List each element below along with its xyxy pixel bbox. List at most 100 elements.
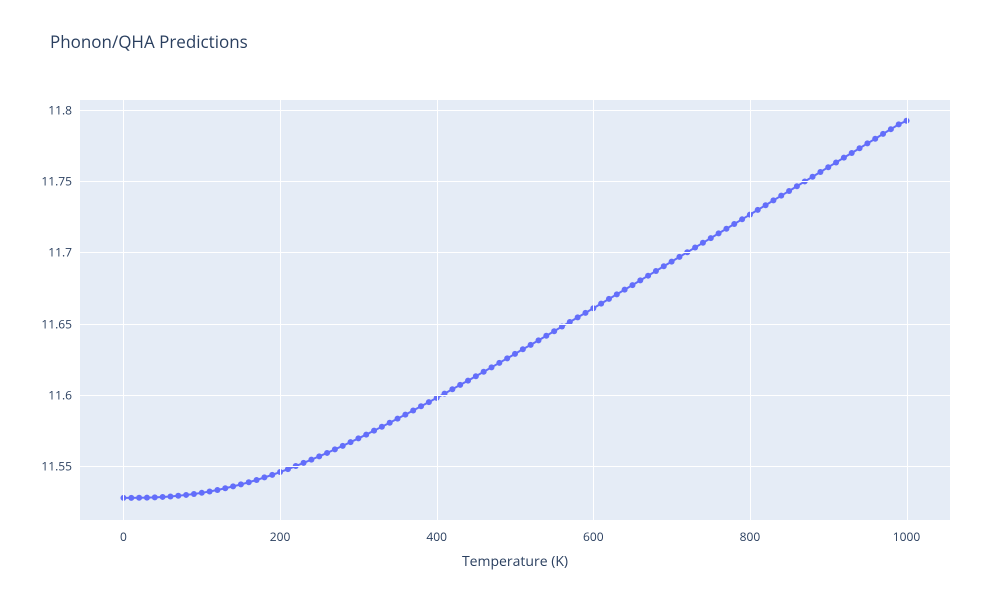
gridline-vertical (593, 100, 594, 520)
series-marker (269, 472, 275, 478)
series-marker (387, 420, 393, 426)
y-tick-label: 11.8 (48, 101, 72, 118)
series-marker (418, 403, 424, 409)
x-tick-label: 1000 (893, 528, 920, 545)
series-marker (770, 197, 776, 203)
x-tick-label: 400 (426, 528, 447, 545)
gridline-vertical (437, 100, 438, 520)
series-marker (363, 432, 369, 438)
series-marker (778, 193, 784, 199)
series-marker (825, 164, 831, 170)
series-line (123, 121, 906, 498)
series-marker (144, 495, 150, 501)
gridline-vertical (907, 100, 908, 520)
gridline-vertical (280, 100, 281, 520)
series-marker (489, 364, 495, 370)
gridline-horizontal (80, 395, 950, 396)
series-marker (457, 382, 463, 388)
series-marker (810, 174, 816, 180)
series-marker (512, 351, 518, 357)
series-marker (739, 216, 745, 222)
series-marker (763, 202, 769, 208)
series-marker (395, 416, 401, 422)
gridline-horizontal (80, 466, 950, 467)
series-marker (528, 342, 534, 348)
series-marker (230, 483, 236, 489)
series-marker (575, 314, 581, 320)
series-marker (520, 346, 526, 352)
series-marker (708, 235, 714, 241)
series-marker (426, 399, 432, 405)
series-marker (864, 140, 870, 146)
gridline-horizontal (80, 110, 950, 111)
series-marker (160, 494, 166, 500)
plot-area: Temperature (K) Volume (Å^3/atom) 020040… (80, 100, 950, 520)
series-marker (794, 183, 800, 189)
series-marker (896, 121, 902, 127)
series-marker (676, 254, 682, 260)
data-series (80, 100, 950, 520)
series-marker (614, 291, 620, 297)
series-marker (473, 373, 479, 379)
y-tick-label: 11.6 (48, 386, 72, 403)
series-marker (199, 490, 205, 496)
x-tick-label: 800 (740, 528, 761, 545)
series-marker (167, 494, 173, 500)
gridline-horizontal (80, 252, 950, 253)
series-marker (543, 333, 549, 339)
series-marker (661, 263, 667, 269)
series-marker (606, 296, 612, 302)
series-marker (504, 355, 510, 361)
series-marker (692, 245, 698, 251)
series-marker (755, 207, 761, 213)
series-marker (857, 145, 863, 151)
series-marker (183, 492, 189, 498)
series-marker (872, 136, 878, 142)
series-marker (238, 481, 244, 487)
series-marker (402, 412, 408, 418)
y-tick-label: 11.65 (41, 315, 72, 332)
series-marker (285, 466, 291, 472)
series-marker (535, 337, 541, 343)
series-marker (481, 369, 487, 375)
x-tick-label: 0 (120, 528, 127, 545)
y-tick-label: 11.7 (48, 244, 72, 261)
series-marker (582, 310, 588, 316)
series-marker (222, 485, 228, 491)
series-marker (598, 301, 604, 307)
series-marker (191, 491, 197, 497)
series-marker (308, 457, 314, 463)
x-axis-label: Temperature (K) (462, 552, 568, 571)
gridline-vertical (750, 100, 751, 520)
series-marker (841, 155, 847, 161)
series-marker (629, 282, 635, 288)
series-marker (888, 126, 894, 132)
series-marker (716, 230, 722, 236)
series-marker (817, 169, 823, 175)
series-marker (152, 494, 158, 500)
x-tick-label: 200 (270, 528, 291, 545)
series-marker (261, 474, 267, 480)
series-marker (355, 435, 361, 441)
series-marker (254, 477, 260, 483)
y-tick-label: 11.75 (41, 173, 72, 190)
series-marker (496, 360, 502, 366)
series-marker (379, 424, 385, 430)
series-marker (207, 489, 213, 495)
series-marker (551, 328, 557, 334)
series-marker (653, 268, 659, 274)
gridline-horizontal (80, 324, 950, 325)
series-marker (136, 495, 142, 501)
series-marker (371, 428, 377, 434)
series-marker (669, 259, 675, 265)
series-marker (849, 150, 855, 156)
series-marker (622, 287, 628, 293)
series-marker (700, 240, 706, 246)
series-marker (340, 443, 346, 449)
series-marker (637, 277, 643, 283)
series-marker (214, 487, 220, 493)
series-marker (786, 188, 792, 194)
x-tick-label: 600 (583, 528, 604, 545)
series-marker (316, 453, 322, 459)
series-marker (880, 131, 886, 137)
